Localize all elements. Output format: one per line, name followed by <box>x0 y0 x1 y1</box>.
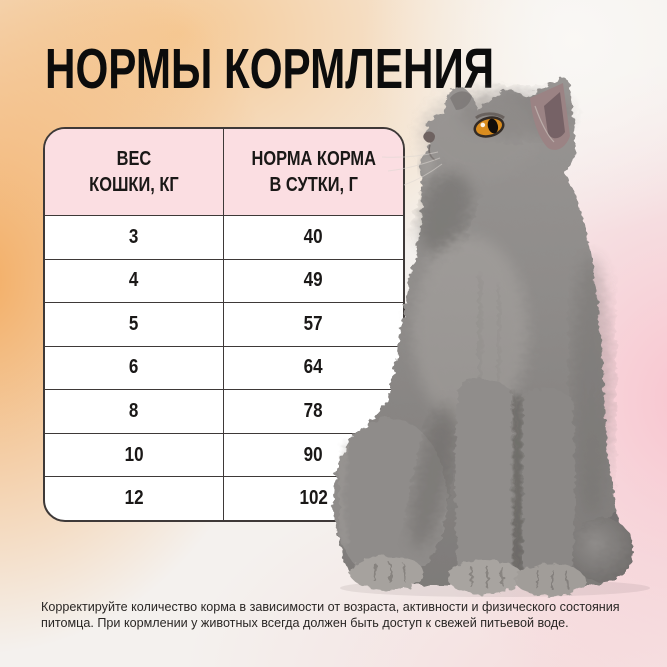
food-cell: 40 <box>223 215 403 259</box>
cat-mouth <box>428 144 436 161</box>
front-paw-right <box>515 564 585 596</box>
footnote: Корректируйте количество корма в зависим… <box>41 600 620 631</box>
feeding-table: ВЕС КОШКИ, КГ НОРМА КОРМА В СУТКИ, Г 3 40… <box>43 127 405 522</box>
whiskers <box>381 151 443 186</box>
header-food-line2: В СУТКИ, Г <box>269 173 358 196</box>
food-cell: 49 <box>223 258 403 303</box>
header-weight-line1: ВЕС <box>116 147 152 170</box>
food-cell: 64 <box>223 345 403 390</box>
cat-body <box>333 78 634 596</box>
weight-cell: 8 <box>45 389 223 433</box>
footnote-line2: питомца. При кормлении у животных всегда… <box>41 615 569 630</box>
header-food-line1: НОРМА КОРМА <box>251 147 376 170</box>
weight-cell: 10 <box>45 432 223 477</box>
table-header-food: НОРМА КОРМА В СУТКИ, Г <box>223 129 403 215</box>
footnote-line1: Корректируйте количество корма в зависим… <box>41 600 620 614</box>
front-paw-left <box>447 560 523 594</box>
page-title-text: НОРМЫ КОРМЛЕНИЯ <box>45 37 495 101</box>
hind-paw <box>350 556 424 590</box>
page-title: НОРМЫ КОРМЛЕНИЯ <box>45 37 652 101</box>
weight-cell: 5 <box>45 302 223 346</box>
table-header-weight: ВЕС КОШКИ, КГ <box>45 129 223 215</box>
front-leg-right <box>521 388 575 574</box>
food-cell: 78 <box>223 389 403 433</box>
cat-nose <box>423 131 435 143</box>
right-ear <box>530 83 570 150</box>
food-cell: 102 <box>223 476 403 520</box>
weight-cell: 4 <box>45 258 223 303</box>
left-ear-fold <box>450 91 472 110</box>
weight-cell: 6 <box>45 345 223 390</box>
front-leg-left <box>455 379 515 568</box>
cat-photo <box>333 78 650 597</box>
weight-cell: 3 <box>45 215 223 259</box>
food-cell: 57 <box>223 302 403 346</box>
food-cell: 90 <box>223 432 403 477</box>
tail-fluff <box>570 518 634 582</box>
weight-cell: 12 <box>45 476 223 520</box>
cat-eye <box>473 116 505 138</box>
header-weight-line2: КОШКИ, КГ <box>89 173 179 196</box>
